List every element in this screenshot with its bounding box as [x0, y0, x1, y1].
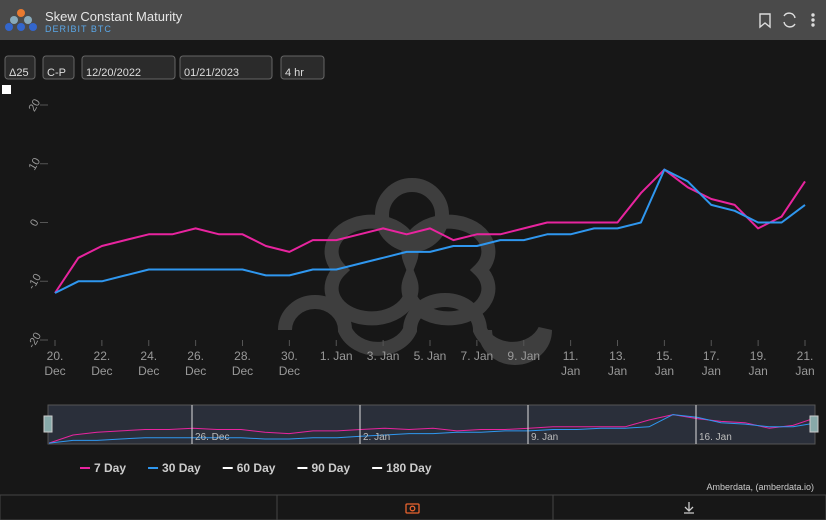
- footer-bar: [0, 494, 826, 520]
- legend-label[interactable]: 30 Day: [162, 461, 201, 475]
- menu-square[interactable]: [2, 85, 11, 94]
- control-value[interactable]: 12/20/2022: [86, 67, 141, 79]
- x-tick-label: 13. Jan: [608, 349, 627, 378]
- x-tick-label: 30. Dec: [279, 349, 300, 378]
- control-box[interactable]: [81, 55, 176, 80]
- x-tick-label: 19. Jan: [748, 349, 767, 378]
- x-tick-label: 9. Jan: [507, 349, 540, 363]
- control-value[interactable]: 01/21/2023: [184, 67, 239, 79]
- navigator-line: [48, 414, 818, 444]
- y-tick-label: 0: [28, 217, 41, 228]
- control-value[interactable]: 4 hr: [285, 67, 304, 79]
- y-tick-label: 10: [27, 156, 44, 173]
- x-tick-label: 21. Jan: [795, 349, 814, 378]
- watermark: [278, 178, 552, 365]
- x-tick-label: 22. Dec: [91, 349, 112, 378]
- y-tick-label: 20: [27, 97, 44, 114]
- camera-icon[interactable]: [405, 503, 420, 514]
- navigator-label: 9. Jan: [531, 432, 558, 443]
- header-bar: [0, 0, 826, 40]
- y-tick-label: -10: [26, 272, 44, 292]
- download-icon[interactable]: [684, 502, 694, 514]
- x-tick-label: 3. Jan: [367, 349, 400, 363]
- x-tick-label: 11. Jan: [561, 349, 580, 378]
- control-value[interactable]: Δ25: [9, 67, 29, 79]
- navigator-label: 26. Dec: [195, 432, 229, 443]
- header-icons[interactable]: [759, 12, 815, 29]
- navigator-handle[interactable]: [809, 415, 819, 433]
- navigator-line: [48, 414, 818, 444]
- series-line: [54, 168, 806, 294]
- control-box[interactable]: [280, 55, 325, 80]
- x-tick-label: 15. Jan: [655, 349, 674, 378]
- x-tick-label: 7. Jan: [461, 349, 494, 363]
- navigator-label: 16. Jan: [699, 432, 732, 443]
- x-tick-label: 26. Dec: [185, 349, 206, 378]
- legend-label[interactable]: 90 Day: [311, 461, 350, 475]
- navigator-handle[interactable]: [43, 415, 53, 433]
- title: Skew Constant Maturity: [45, 9, 183, 24]
- legend-label[interactable]: 60 Day: [237, 461, 276, 475]
- navigator-label: 2. Jan: [363, 432, 390, 443]
- y-tick-label: -20: [26, 331, 44, 351]
- series-line: [54, 168, 806, 294]
- legend-label[interactable]: 7 Day: [94, 461, 126, 475]
- x-tick-label: 1. Jan: [320, 349, 353, 363]
- control-box[interactable]: [42, 55, 75, 80]
- control-value[interactable]: C-P: [47, 67, 66, 79]
- x-tick-label: 20. Dec: [44, 349, 65, 378]
- legend-label[interactable]: 180 Day: [386, 461, 432, 475]
- control-box[interactable]: [4, 55, 36, 80]
- x-tick-label: 24. Dec: [138, 349, 159, 378]
- x-tick-label: 17. Jan: [702, 349, 721, 378]
- subtitle: DERIBIT BTC: [45, 24, 112, 34]
- control-box[interactable]: [179, 55, 273, 80]
- logo: [5, 9, 37, 31]
- x-tick-label: 5. Jan: [414, 349, 447, 363]
- x-tick-label: 28. Dec: [232, 349, 253, 378]
- credit: Amberdata, (amberdata.io): [706, 482, 814, 492]
